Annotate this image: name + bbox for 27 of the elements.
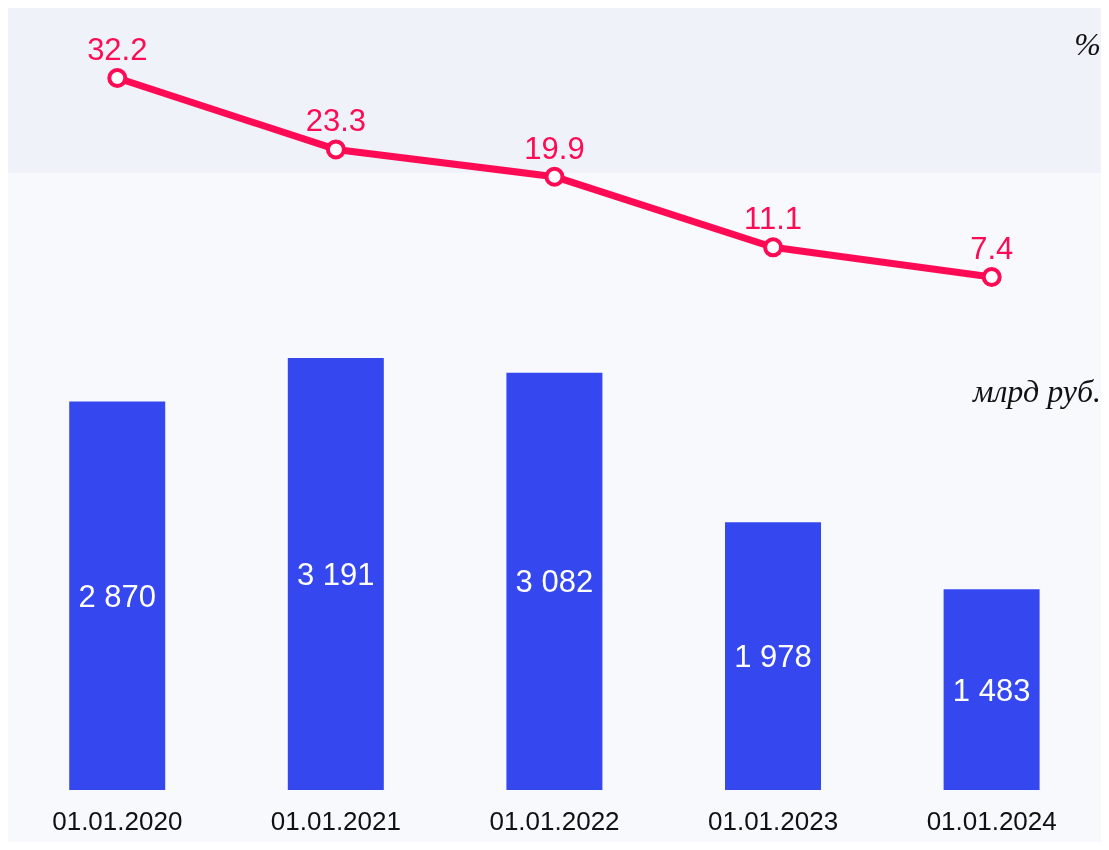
annotation: млрд руб.: [972, 373, 1101, 410]
data-label: 2 870: [78, 578, 156, 614]
point: [981, 267, 1002, 287]
data-label: 32.2: [87, 32, 148, 67]
x-tick-label: 01.01.2022: [489, 806, 620, 837]
bar: [725, 522, 822, 790]
data-label: 7.4: [970, 231, 1014, 266]
data-label: 3 082: [515, 564, 594, 600]
bar: [287, 358, 384, 790]
data-label: 11.1: [744, 201, 803, 237]
x-tick-label: 01.01.2023: [708, 806, 839, 837]
point: [107, 68, 128, 88]
data-label: 1 483: [952, 672, 1031, 708]
data-label: 19.9: [524, 130, 585, 166]
point: [544, 166, 565, 187]
text: %: [1074, 26, 1101, 63]
bar: [943, 589, 1040, 790]
x-tick-label: 01.01.2021: [270, 806, 401, 837]
point: [325, 139, 346, 160]
x-tick-label: 01.01.2024: [926, 806, 1057, 837]
data-label: 1 978: [734, 639, 812, 675]
bar: [69, 401, 166, 790]
data-label: 23.3: [305, 103, 367, 139]
bar: [506, 372, 603, 790]
point: [763, 237, 784, 258]
x-tick-label: 01.01.2020: [52, 806, 183, 837]
data-label: 3 191: [297, 557, 375, 593]
